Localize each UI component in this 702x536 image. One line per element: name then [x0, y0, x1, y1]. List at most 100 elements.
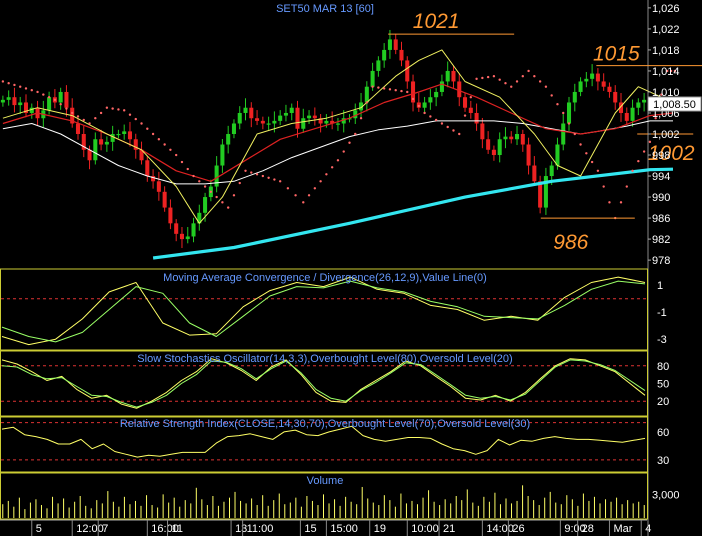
- sar-dot: [533, 74, 536, 78]
- candle: [266, 116, 271, 131]
- candle-body: [104, 141, 109, 145]
- candle-body: [509, 136, 514, 140]
- time-tick: Mar: [608, 520, 633, 536]
- candle-body: [93, 139, 98, 161]
- sar-dot: [65, 107, 68, 110]
- time-tick-label: 28: [582, 523, 594, 535]
- time-tick-label: 5: [36, 523, 42, 535]
- indicator-series-line: [1, 276, 646, 346]
- sar-dot: [261, 174, 265, 178]
- last-price-box: [647, 96, 702, 112]
- indicator-tick-label: 60: [657, 427, 669, 439]
- candle: [6, 90, 11, 106]
- candle: [613, 85, 618, 110]
- candle: [255, 110, 260, 126]
- candle: [618, 93, 624, 122]
- sar-dot: [286, 187, 290, 190]
- price-tick: 990: [648, 192, 670, 204]
- sar-dot: [325, 173, 328, 176]
- candle: [451, 65, 456, 89]
- sar-dot: [538, 80, 542, 83]
- candle: [18, 96, 23, 115]
- candle: [382, 43, 387, 68]
- indicator-tick: 80: [657, 361, 669, 373]
- indicator-tick-label: 80: [657, 361, 669, 373]
- price-tick-label: 1,018: [652, 45, 680, 57]
- time-tick: 10:00: [406, 520, 439, 536]
- candle-body: [243, 107, 248, 113]
- candle: [584, 71, 589, 88]
- panel-border: [0, 472, 648, 520]
- candle: [341, 110, 346, 133]
- sar-dot: [111, 107, 114, 110]
- candle: [307, 110, 312, 125]
- candle: [110, 125, 115, 151]
- candle: [12, 87, 17, 113]
- parabolic-sar-dots: [1, 69, 677, 220]
- candle: [283, 104, 288, 122]
- candle-body: [197, 212, 202, 224]
- candle: [422, 96, 427, 114]
- time-tick: 4: [640, 520, 651, 536]
- candle-body: [595, 73, 600, 82]
- candle-body: [353, 110, 358, 119]
- time-tick: 9:00: [559, 520, 586, 536]
- candle-body: [203, 197, 208, 213]
- sar-dot: [631, 169, 634, 172]
- time-tick-label: 9:00: [564, 523, 585, 535]
- sar-dot: [238, 181, 241, 185]
- candle-body: [260, 120, 265, 124]
- candle-body: [330, 120, 335, 124]
- candle: [295, 100, 300, 138]
- stochastic-panel: 80 50 20: [0, 350, 669, 417]
- candle-body: [318, 118, 323, 124]
- candle-body: [185, 236, 190, 240]
- candle-body: [370, 70, 375, 87]
- annotation-label: 1021: [413, 10, 460, 33]
- candle: [520, 129, 525, 152]
- sar-dot: [123, 109, 126, 112]
- time-tick: 15:00: [325, 520, 358, 536]
- sar-dot: [573, 132, 576, 136]
- candle: [572, 83, 577, 112]
- candle: [29, 103, 34, 119]
- candle: [515, 125, 520, 146]
- sar-dot: [157, 138, 161, 141]
- annotation-label: 1015: [593, 43, 640, 66]
- candle: [162, 186, 167, 212]
- sar-dot: [411, 97, 415, 101]
- sar-dot: [232, 194, 236, 197]
- candle: [486, 131, 491, 154]
- candle: [491, 145, 496, 161]
- sar-dot: [463, 114, 467, 117]
- candle: [434, 87, 439, 107]
- candle: [445, 61, 450, 88]
- candle: [555, 137, 560, 170]
- indicator-tick-label: 50: [657, 379, 669, 391]
- candle: [642, 93, 647, 112]
- sar-dot: [550, 94, 553, 97]
- candle-body: [75, 123, 81, 134]
- sar-dot: [510, 85, 513, 88]
- annotation-1015: 1015: [593, 43, 702, 67]
- rsi-panel: 60 30: [0, 416, 669, 473]
- price-tick: 998: [648, 150, 670, 162]
- sar-dot: [521, 74, 524, 78]
- sar-dot: [36, 90, 39, 94]
- time-tick-label: 14:00: [486, 523, 514, 535]
- candle-body: [491, 149, 496, 156]
- candle: [0, 95, 5, 107]
- candle: [156, 171, 161, 201]
- time-tick: 14:00: [481, 520, 514, 536]
- time-tick-label: 7: [102, 523, 108, 535]
- sar-dot: [400, 89, 403, 93]
- candle: [312, 107, 317, 126]
- candle: [566, 96, 572, 131]
- stochastic-panel-title: Slow Stochastics Oscillator(14,3,3),Over…: [137, 353, 512, 365]
- candle-body: [445, 70, 450, 82]
- candle-body: [457, 81, 462, 98]
- time-tick: 21: [438, 520, 455, 536]
- candle-body: [399, 49, 404, 61]
- candle-body: [463, 97, 468, 108]
